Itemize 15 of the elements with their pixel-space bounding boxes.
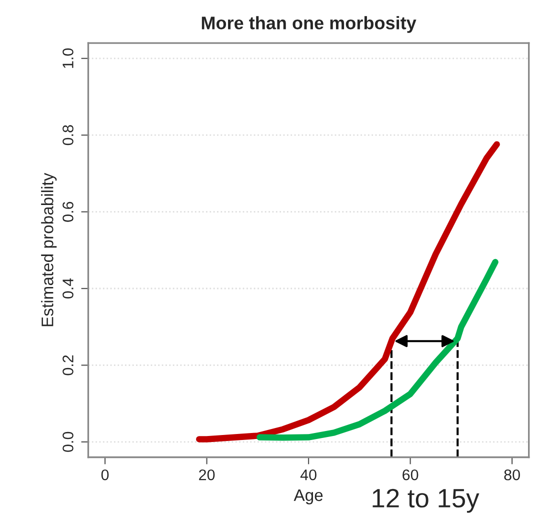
y-tick-label: 0.0 (62, 432, 74, 452)
text: 12 to 15y (372, 488, 480, 513)
chart-title: More than one morbosity (202, 16, 416, 33)
x-tick-label: 60 (402, 469, 418, 480)
y-tick-label: 0.2 (62, 355, 74, 376)
y-tick-label: 1.0 (62, 48, 74, 68)
x-tick-label: 80 (504, 469, 520, 480)
x-axis-title: Age (294, 489, 323, 504)
y-axis-title: Estimated probability (41, 172, 57, 326)
y-tick-label: 0.4 (62, 278, 74, 299)
x-tick-label: 0 (101, 469, 109, 480)
x-tick-label: 40 (300, 469, 316, 480)
x-tick-label: 20 (199, 469, 215, 480)
y-tick-label: 0.6 (62, 202, 74, 222)
y-tick-label: 0.8 (62, 125, 74, 146)
